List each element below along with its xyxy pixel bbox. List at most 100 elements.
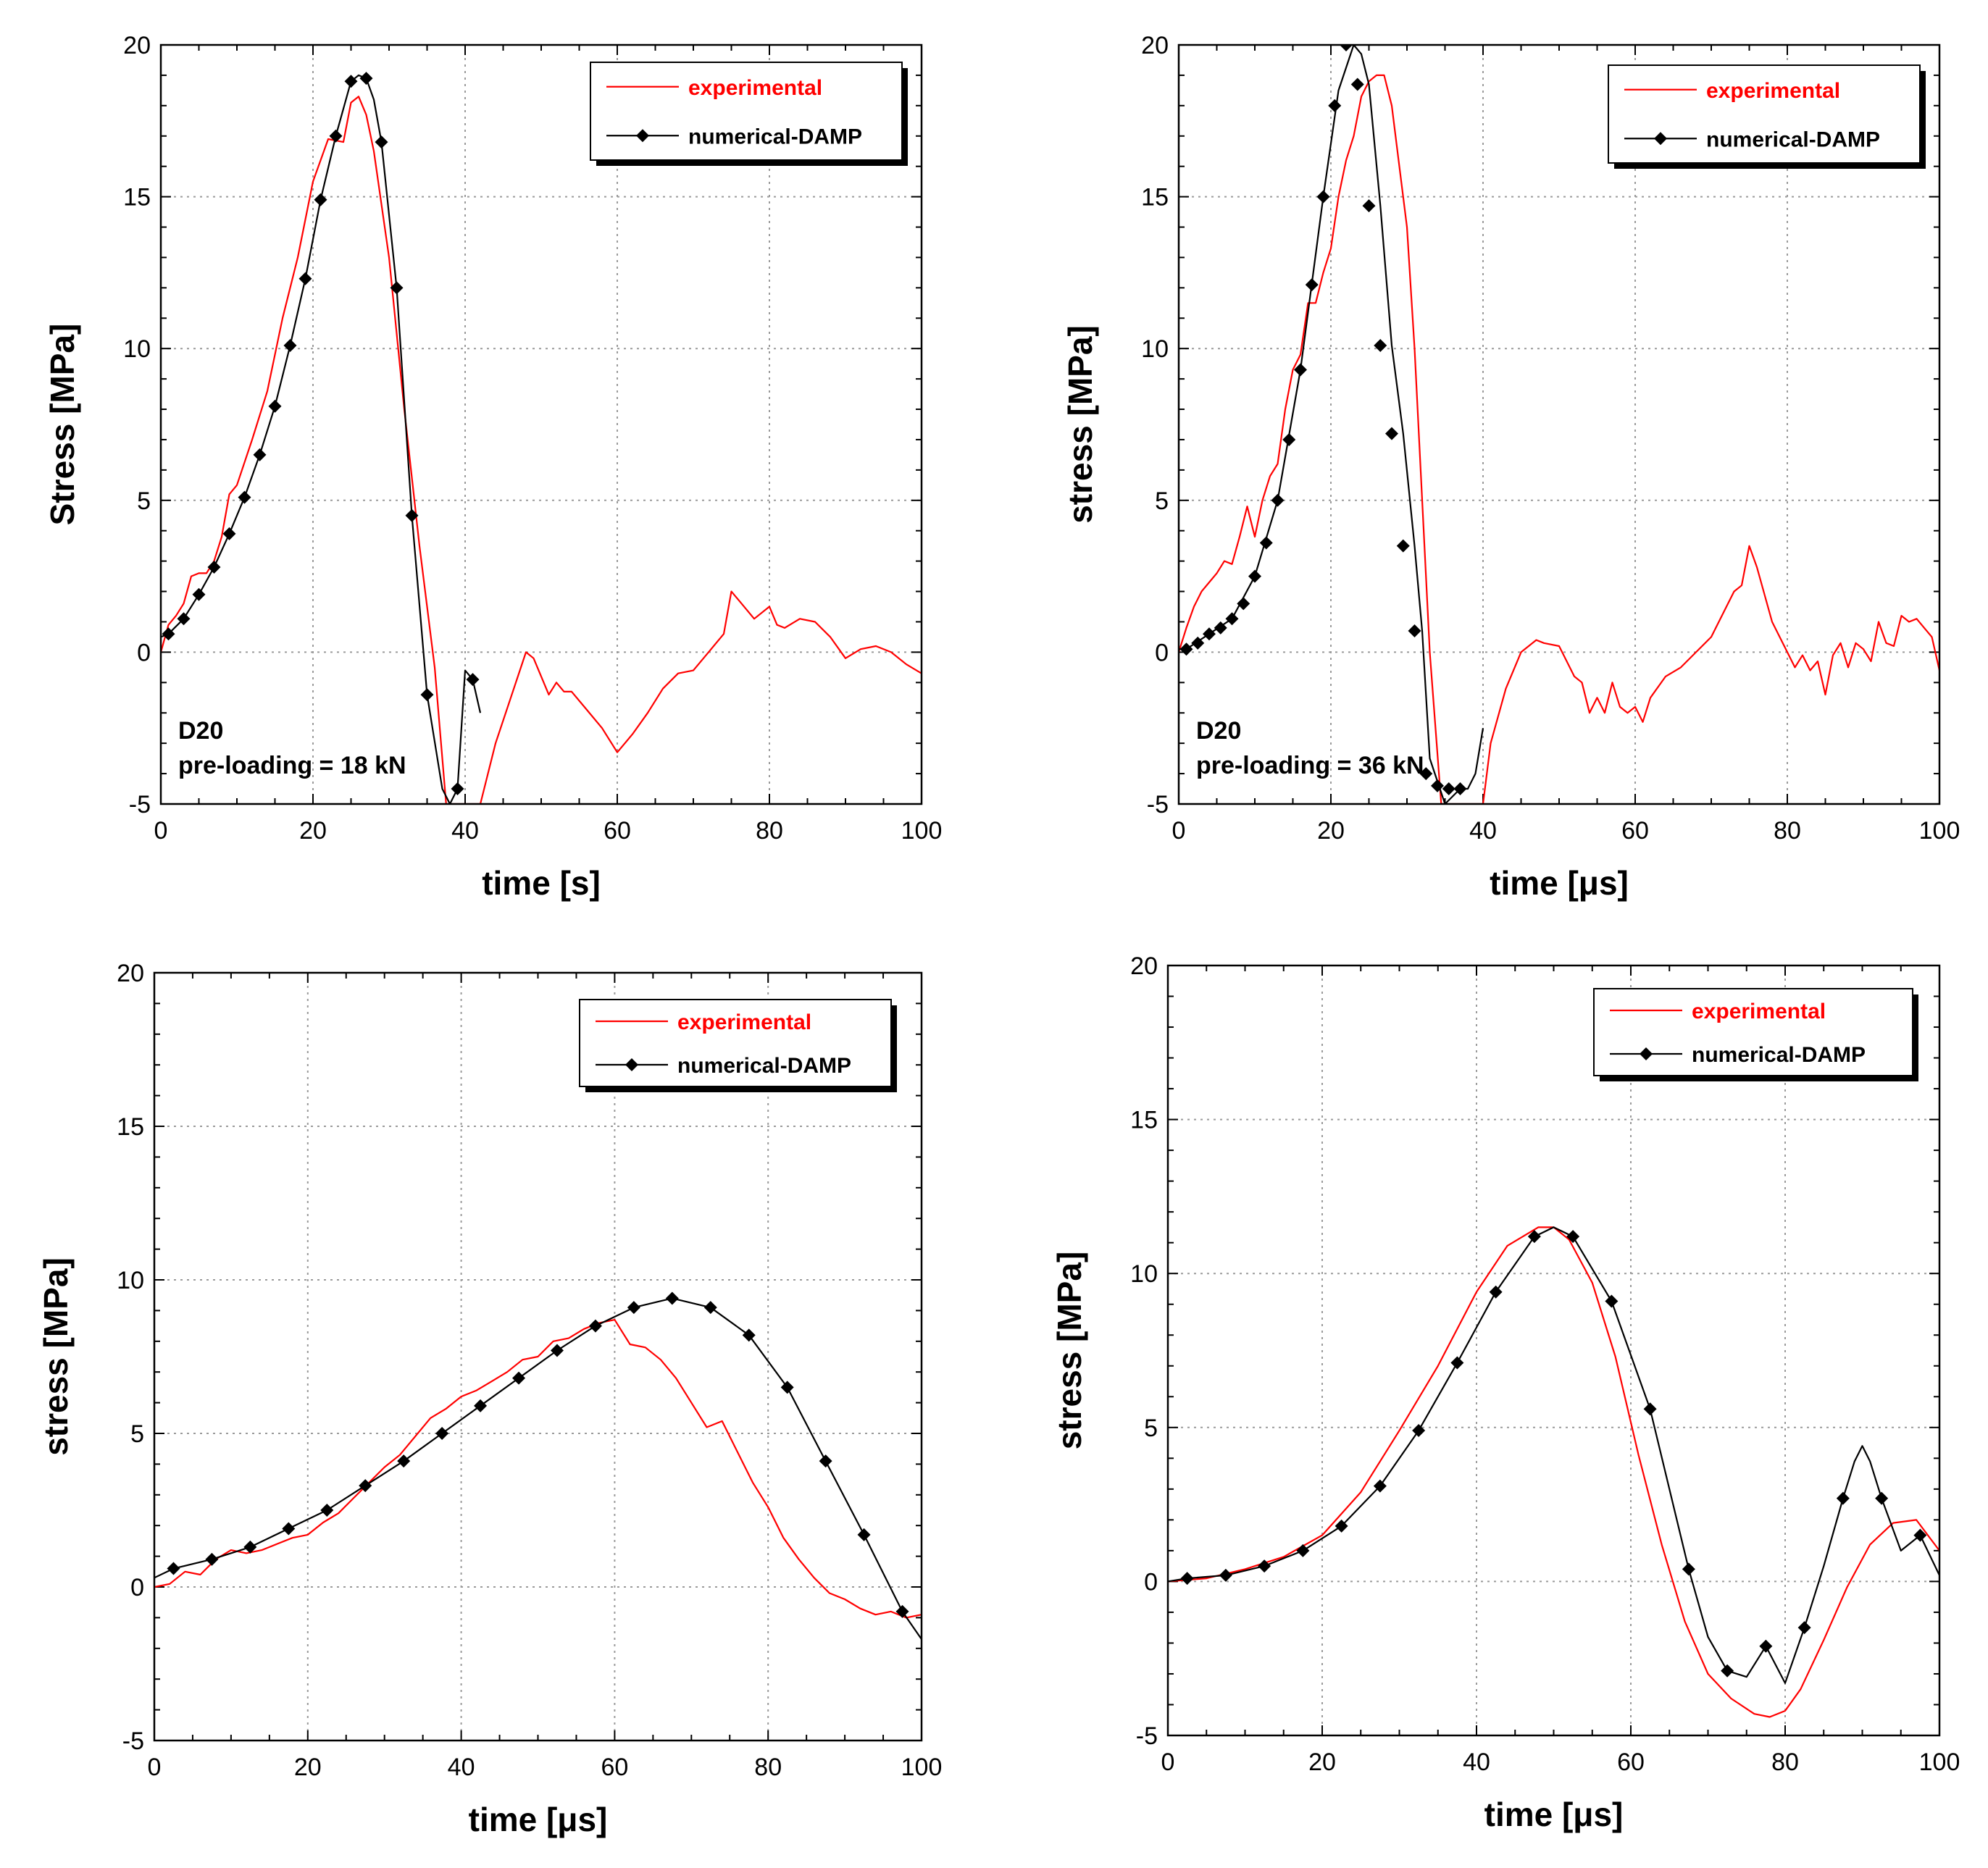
y-tick-label: 10 [1141, 335, 1169, 363]
numerical-data-point [895, 1604, 909, 1618]
x-tick-label: 100 [901, 817, 943, 845]
numerical-data-point [1875, 1491, 1889, 1505]
annotation-text: D20 [1196, 717, 1241, 745]
numerical-data-point [1419, 767, 1433, 781]
plot-frame [1177, 43, 1941, 805]
legend: experimental numerical-DAMP [1608, 64, 1926, 169]
x-tick-label: 20 [1308, 1748, 1336, 1776]
numerical-data-point [359, 72, 373, 85]
numerical-data-point [1374, 339, 1387, 353]
plot-frame [159, 43, 923, 805]
x-tick-label: 60 [1621, 817, 1649, 845]
y-tick-label: 10 [117, 1267, 144, 1294]
numerical-data-point [1527, 1230, 1541, 1244]
x-axis-title: time [s] [482, 864, 601, 902]
x-tick-label: 100 [1919, 1748, 1960, 1776]
legend-box [1593, 988, 1913, 1076]
numerical-data-point [222, 527, 236, 540]
numerical-data-point [435, 1427, 449, 1440]
y-tick-label: 0 [130, 1574, 144, 1601]
y-tick-label: 5 [137, 487, 151, 515]
legend: experimental numerical-DAMP [1593, 988, 1918, 1081]
numerical-data-point [1385, 427, 1398, 440]
series-experimental-line [154, 1319, 922, 1619]
y-tick-label: 15 [1141, 184, 1169, 211]
x-tick-label: 40 [448, 1754, 475, 1781]
x-tick-label: 80 [1771, 1748, 1799, 1776]
numerical-data-point [253, 448, 267, 461]
y-tick-label: 5 [1155, 487, 1169, 515]
numerical-data-point [405, 508, 419, 522]
numerical-data-point [1316, 190, 1330, 204]
numerical-data-point [1214, 621, 1227, 634]
plot-frame [153, 971, 923, 1742]
legend-marker [1654, 132, 1667, 146]
y-tick-label: 10 [123, 335, 151, 363]
x-tick-label: 20 [294, 1754, 322, 1781]
y-axis-title: stress [MPa] [1051, 1252, 1088, 1450]
plot-area [1179, 45, 1939, 804]
numerical-data-point [320, 1504, 334, 1517]
numerical-data-point [329, 129, 343, 143]
x-axis-title: time [μs] [1484, 1796, 1624, 1833]
y-tick-label: -5 [122, 1727, 144, 1755]
numerical-data-point [1180, 1572, 1194, 1586]
numerical-data-point [344, 75, 358, 88]
numerical-data-point [397, 1454, 411, 1468]
x-tick-label: 20 [299, 817, 327, 845]
x-tick-label: 0 [1172, 817, 1186, 845]
y-tick-label: -5 [1147, 791, 1169, 818]
numerical-data-point [282, 1522, 296, 1536]
numerical-data-point [1294, 363, 1307, 377]
y-axis-title: stress [MPa] [37, 1257, 75, 1456]
series-experimental-line [1179, 74, 1939, 804]
numerical-data-point [162, 627, 175, 641]
x-tick-label: 60 [601, 1754, 628, 1781]
legend-marker [625, 1058, 638, 1071]
numerical-data-point [1305, 278, 1319, 292]
y-tick-label: 10 [1130, 1260, 1158, 1288]
series-numerical-line [1168, 1226, 1939, 1684]
plot-area [1168, 1226, 1939, 1718]
numerical-data-point [1605, 1294, 1619, 1308]
annotation-text: pre-loading = 36 kN [1196, 752, 1424, 779]
annotation-text: D20 [178, 717, 223, 745]
numerical-data-point [1258, 1559, 1271, 1573]
plot-area [161, 72, 922, 804]
y-tick-label: -5 [1136, 1722, 1158, 1750]
x-tick-label: 60 [1617, 1748, 1645, 1776]
legend-label-experimental: experimental [677, 1010, 811, 1034]
y-tick-label: 15 [117, 1113, 144, 1141]
y-tick-label: 15 [1130, 1107, 1158, 1134]
numerical-data-point [1362, 199, 1376, 213]
y-tick-label: -5 [129, 791, 151, 818]
x-tick-label: 40 [1463, 1748, 1490, 1776]
numerical-data-point [1203, 627, 1216, 641]
legend-label-numerical: numerical-DAMP [677, 1054, 851, 1078]
x-tick-label: 0 [1161, 1748, 1175, 1776]
x-tick-label: 100 [1919, 817, 1960, 845]
x-tick-label: 20 [1317, 817, 1345, 845]
numerical-data-point [1797, 1621, 1811, 1635]
numerical-data-point [819, 1454, 832, 1468]
numerical-data-point [1237, 597, 1250, 611]
y-tick-label: 5 [130, 1420, 144, 1448]
numerical-data-point [1721, 1664, 1734, 1678]
numerical-data-point [1335, 1519, 1348, 1533]
numerical-data-point [1643, 1402, 1657, 1416]
numerical-data-point [298, 272, 312, 285]
numerical-data-point [359, 1479, 372, 1493]
numerical-data-point [1259, 536, 1273, 550]
x-tick-label: 0 [148, 1754, 162, 1781]
x-tick-label: 0 [154, 817, 168, 845]
numerical-data-point [466, 673, 480, 687]
numerical-data-point [550, 1344, 564, 1357]
numerical-data-point [1759, 1639, 1773, 1653]
numerical-data-point [588, 1319, 602, 1333]
x-tick-label: 100 [901, 1754, 943, 1781]
y-tick-label: 0 [1155, 639, 1169, 666]
x-tick-label: 80 [754, 1754, 782, 1781]
